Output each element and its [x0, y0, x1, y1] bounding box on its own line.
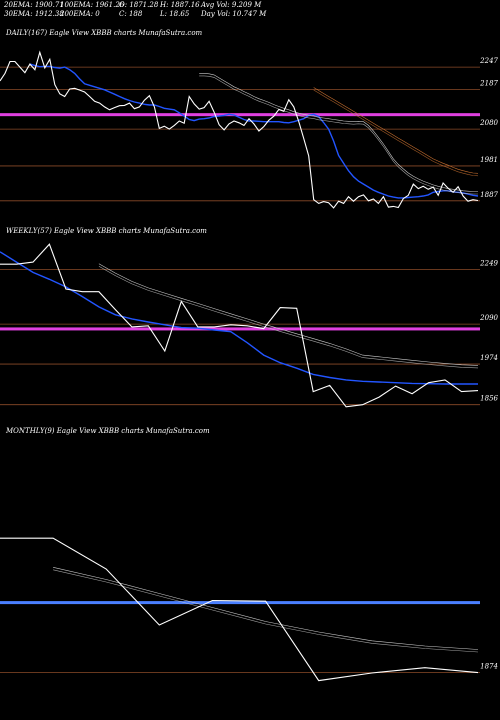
- daily-ref-label-2187: 2187: [479, 79, 498, 87]
- daily-ema30-line-b: [199, 75, 478, 195]
- monthly-ref-label-1874: 1874: [480, 663, 498, 671]
- monthly-highlight-level: [0, 601, 480, 605]
- header-close: C: 188: [119, 10, 143, 18]
- header-avg-vol: Avg Vol: 9.209 M: [201, 1, 262, 9]
- daily-ref-label-1981: 1981: [480, 156, 498, 164]
- daily-ema100-line-a: [313, 87, 479, 174]
- weekly-ref-label-1856: 1856: [480, 395, 498, 403]
- daily-ref-label-2247: 2247: [479, 57, 498, 65]
- header-ema20: 20EMA: 1900.71: [4, 1, 64, 9]
- daily-ref-label-1887: 1887: [480, 191, 498, 199]
- header-low: L: 18.65: [160, 10, 190, 18]
- header-ema100: 100EMA: 1961.26: [60, 1, 125, 9]
- header-high: H: 1887.16: [160, 1, 200, 9]
- monthly-ema20-line-a: [53, 567, 479, 650]
- daily-highlight-level: [0, 113, 480, 117]
- weekly-ema20-line: [0, 251, 478, 385]
- daily-ema30-line-a: [199, 73, 478, 192]
- weekly-panel-title: WEEKLY(57) Eagle View XBBB charts Munafa…: [6, 227, 207, 235]
- weekly-ema30-line-a: [98, 263, 479, 366]
- daily-ema20-line: [29, 63, 479, 199]
- header-ema30: 30EMA: 1912.38: [4, 10, 64, 18]
- monthly-panel-title: MONTHLY(9) Eagle View XBBB charts Munafa…: [6, 427, 210, 435]
- daily-panel-title: DAILY(167) Eagle View XBBB charts Munafa…: [6, 29, 203, 37]
- monthly-price-line: [0, 537, 479, 682]
- weekly-ref-label-2249: 2249: [479, 259, 498, 267]
- monthly-ema20-line-b: [53, 569, 479, 653]
- weekly-highlight-level: [0, 327, 480, 331]
- weekly-ema30-line-b: [98, 266, 479, 369]
- weekly-price-line: [0, 243, 479, 408]
- daily-ref-label-2080: 2080: [479, 119, 498, 127]
- header-open: O: 1871.28: [119, 1, 159, 9]
- weekly-ref-label-2090: 2090: [479, 314, 498, 322]
- daily-ema100-line-b: [313, 89, 479, 177]
- header-day-vol: Day Vol: 10.747 M: [201, 10, 267, 18]
- weekly-ref-label-1974: 1974: [480, 354, 498, 362]
- daily-price-line: [0, 50, 479, 209]
- header-ema200: 200EMA: 0: [60, 10, 100, 18]
